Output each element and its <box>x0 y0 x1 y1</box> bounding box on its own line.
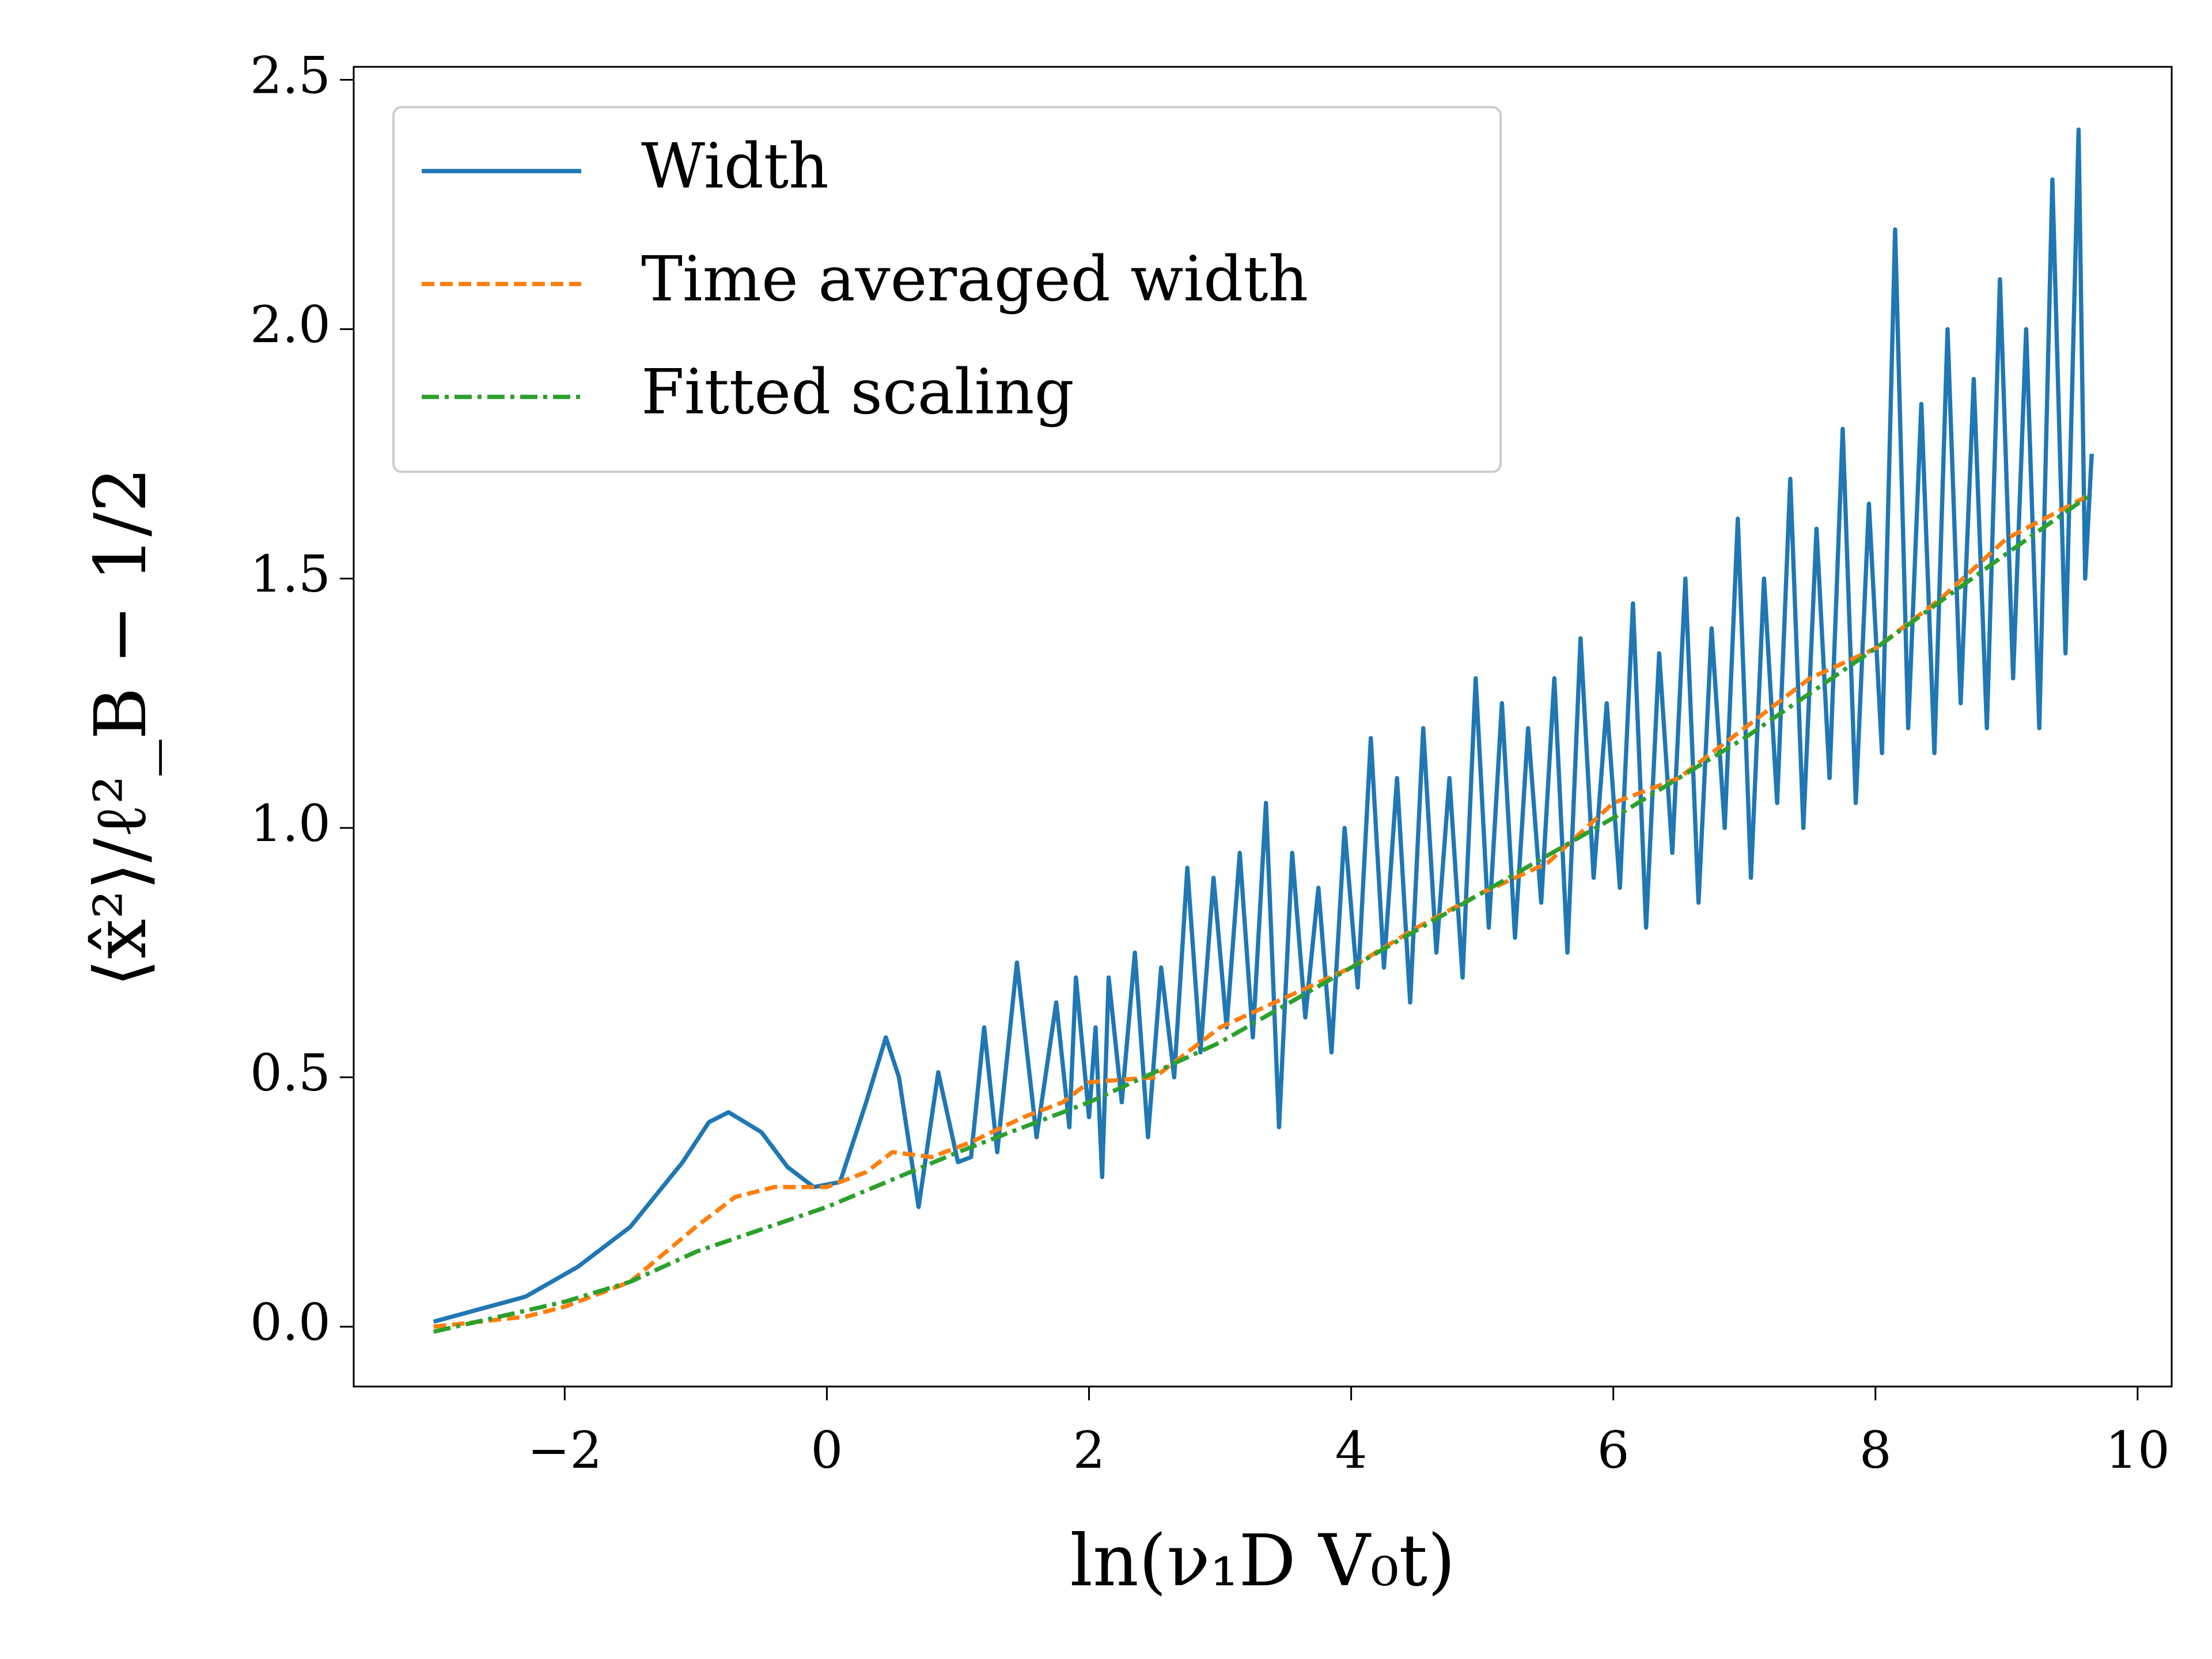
x-tick-label: 4 <box>1335 1421 1368 1480</box>
x-axis-label: ln(ν₁D V₀t) <box>1070 1520 1455 1603</box>
series-line <box>433 127 2094 1324</box>
y-tick-label: 2.5 <box>250 46 331 105</box>
series-line <box>433 491 2093 1329</box>
x-tick-label: −2 <box>527 1421 602 1480</box>
y-tick-label: 1.5 <box>250 544 331 604</box>
series-line <box>433 492 2093 1334</box>
y-tick-label: 0.5 <box>250 1043 331 1103</box>
legend-label: Width <box>641 130 829 202</box>
x-tick-label: 10 <box>2105 1421 2170 1480</box>
plot-frame <box>353 66 2173 1388</box>
x-tick-label: 0 <box>810 1421 843 1480</box>
x-tick-label: 8 <box>1859 1421 1892 1480</box>
y-tick-label: 0.0 <box>250 1293 331 1352</box>
y-tick-label: 2.0 <box>250 295 331 354</box>
legend-box <box>392 106 1502 473</box>
x-tick-label: 2 <box>1073 1421 1105 1480</box>
y-axis-label: ⟨x̂²⟩/ℓ²_B − 1/2 <box>79 467 162 987</box>
legend-label: Time averaged width <box>641 243 1308 315</box>
x-tick-label: 6 <box>1597 1421 1630 1480</box>
legend-label: Fitted scaling <box>641 356 1074 428</box>
y-tick-label: 1.0 <box>250 794 331 853</box>
